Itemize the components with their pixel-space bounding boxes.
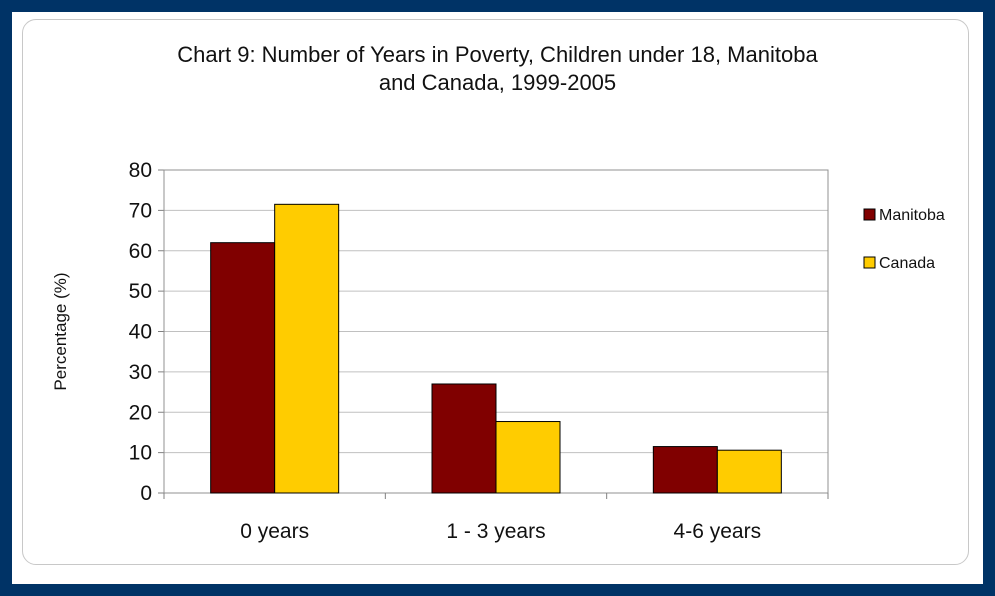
chart-title-line-1: Chart 9: Number of Years in Poverty, Chi… [177,42,818,67]
y-tick-label: 80 [129,159,152,182]
legend-swatch-canada [863,256,876,269]
bar-manitoba [210,242,276,494]
chart-title-line-2: and Canada, 1999-2005 [378,70,617,95]
y-tick-label: 10 [129,442,152,465]
bar-manitoba [431,383,497,494]
legend-label-canada: Canada [879,255,935,272]
chart-title: Chart 9: Number of Years in Poverty, Chi… [0,41,995,97]
x-category-label: 1 - 3 years [446,520,545,543]
y-tick-label: 30 [129,361,152,384]
x-category-label: 4-6 years [674,520,762,543]
y-tick-label: 20 [129,401,152,424]
x-category-label: 0 years [240,520,309,543]
y-tick-label: 40 [129,321,152,344]
bar-canada [495,421,561,494]
y-tick-label: 50 [129,280,152,303]
bar-canada [274,203,340,494]
y-tick-label: 70 [129,199,152,222]
y-axis-label: Percentage (%) [51,272,70,390]
bar-canada [716,449,782,494]
bar-manitoba [652,446,718,494]
legend-swatch-manitoba [863,208,876,221]
y-tick-label: 60 [129,240,152,263]
y-tick-label: 0 [140,482,152,505]
legend-label-manitoba: Manitoba [879,207,945,224]
